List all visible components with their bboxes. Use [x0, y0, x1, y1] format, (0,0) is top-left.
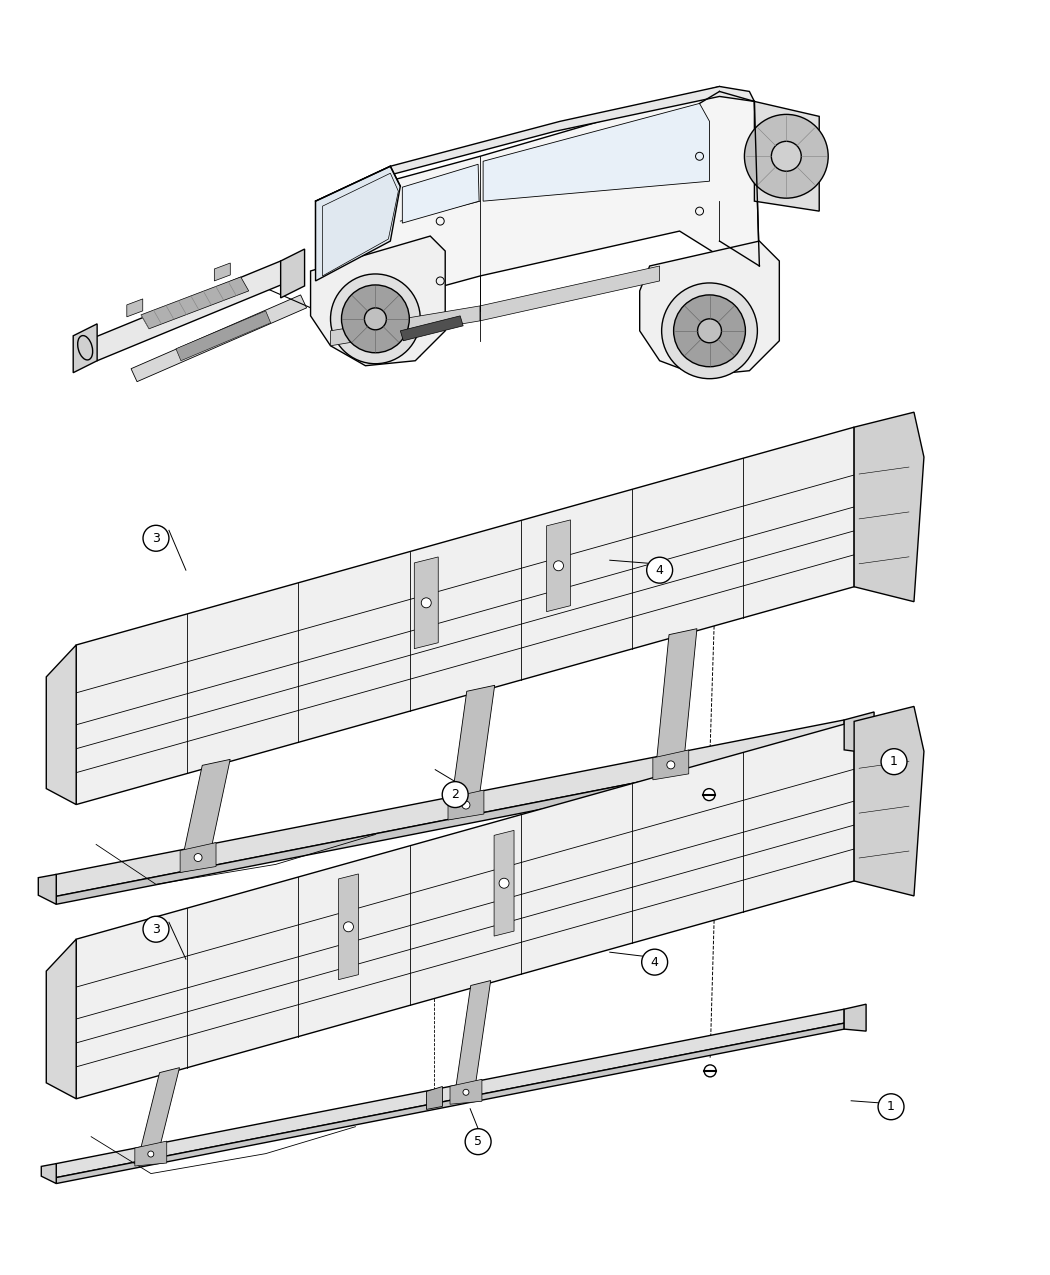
Circle shape — [662, 283, 757, 379]
Circle shape — [881, 748, 907, 775]
Polygon shape — [86, 261, 291, 361]
Polygon shape — [854, 412, 924, 602]
Polygon shape — [316, 166, 400, 280]
Text: 1: 1 — [887, 1100, 895, 1113]
Text: 4: 4 — [651, 956, 658, 969]
Circle shape — [463, 1089, 469, 1095]
Text: 3: 3 — [152, 532, 160, 544]
Circle shape — [553, 561, 564, 571]
Circle shape — [674, 295, 746, 367]
Polygon shape — [141, 1067, 180, 1148]
Circle shape — [364, 307, 386, 330]
Polygon shape — [57, 720, 844, 896]
Polygon shape — [41, 1164, 57, 1183]
Circle shape — [143, 525, 169, 551]
Polygon shape — [214, 263, 230, 280]
Polygon shape — [134, 1141, 167, 1167]
Text: 2: 2 — [452, 788, 459, 801]
Polygon shape — [181, 843, 216, 872]
Polygon shape — [57, 1023, 844, 1183]
Polygon shape — [456, 980, 490, 1086]
Polygon shape — [547, 520, 570, 612]
Polygon shape — [77, 722, 854, 1099]
Polygon shape — [844, 711, 874, 754]
Polygon shape — [127, 298, 143, 317]
Text: 1: 1 — [890, 755, 898, 768]
Circle shape — [499, 878, 509, 889]
Circle shape — [421, 598, 432, 608]
Polygon shape — [495, 830, 514, 936]
Polygon shape — [141, 277, 249, 329]
Polygon shape — [483, 103, 710, 201]
Polygon shape — [448, 790, 484, 820]
Circle shape — [194, 853, 202, 862]
Polygon shape — [639, 241, 779, 376]
Circle shape — [704, 789, 715, 801]
Polygon shape — [184, 760, 230, 850]
Polygon shape — [77, 427, 854, 805]
Circle shape — [647, 557, 673, 583]
Polygon shape — [754, 102, 819, 212]
Polygon shape — [400, 316, 463, 340]
Polygon shape — [426, 1086, 442, 1109]
Polygon shape — [38, 875, 57, 904]
Circle shape — [667, 761, 675, 769]
Circle shape — [143, 917, 169, 942]
Circle shape — [465, 1128, 491, 1155]
Circle shape — [705, 1065, 716, 1077]
Circle shape — [341, 284, 410, 353]
Polygon shape — [338, 873, 358, 979]
Polygon shape — [46, 645, 77, 805]
Polygon shape — [131, 295, 307, 381]
Circle shape — [642, 949, 668, 975]
Polygon shape — [415, 557, 438, 649]
Text: 4: 4 — [655, 564, 664, 576]
Polygon shape — [57, 742, 844, 904]
Circle shape — [148, 1151, 153, 1156]
Circle shape — [878, 1094, 904, 1119]
Circle shape — [697, 319, 721, 343]
Polygon shape — [402, 164, 479, 223]
Text: 5: 5 — [475, 1135, 482, 1149]
Polygon shape — [480, 266, 659, 321]
Circle shape — [772, 142, 801, 171]
Circle shape — [343, 922, 354, 932]
Circle shape — [744, 115, 828, 198]
Polygon shape — [450, 1080, 482, 1104]
Polygon shape — [331, 306, 480, 346]
Polygon shape — [57, 1010, 844, 1178]
Polygon shape — [176, 311, 271, 361]
Circle shape — [462, 801, 470, 810]
Polygon shape — [854, 706, 924, 896]
Polygon shape — [844, 1005, 866, 1031]
Text: 3: 3 — [152, 923, 160, 936]
Polygon shape — [46, 940, 77, 1099]
Circle shape — [331, 274, 420, 363]
Polygon shape — [452, 685, 495, 798]
Circle shape — [442, 782, 468, 807]
Polygon shape — [311, 236, 445, 366]
Polygon shape — [316, 87, 754, 212]
Polygon shape — [74, 324, 98, 372]
Polygon shape — [316, 87, 759, 321]
Polygon shape — [280, 249, 304, 298]
Polygon shape — [657, 629, 697, 757]
Polygon shape — [653, 750, 689, 780]
